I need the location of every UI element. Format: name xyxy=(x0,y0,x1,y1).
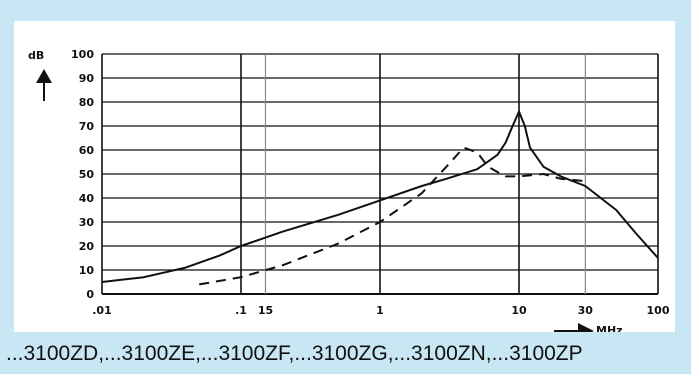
tick-labels: 0 10 20 30 40 50 60 70 80 90 100 .01 .1 15 1 10 30 100 xyxy=(71,48,670,317)
y-axis-unit-label: dB xyxy=(28,49,44,62)
x-tick-label-0: .01 xyxy=(92,304,112,317)
x-tick-label-5: 30 xyxy=(578,304,594,317)
series-line-dashed xyxy=(199,146,586,286)
x-tick-label-3: 1 xyxy=(376,304,384,317)
y-tick-label-90: 90 xyxy=(79,72,95,85)
y-tick-label-30: 30 xyxy=(79,216,95,229)
x-tick-label-2: 15 xyxy=(258,304,273,317)
y-tick-label-100: 100 xyxy=(71,48,94,61)
x-tick-label-1: .1 xyxy=(235,304,247,317)
noise-attenuation-chart: 0 10 20 30 40 50 60 70 80 90 100 .01 .1 15 1 10 30 100 dB… xyxy=(28,48,670,332)
x-tick-label-4: 10 xyxy=(511,304,527,317)
model-numbers-caption: ...3100ZD,...3100ZE,...3100ZF,...3100ZG,… xyxy=(6,342,583,365)
y-tick-label-10: 10 xyxy=(79,264,95,277)
grid xyxy=(101,53,659,295)
series-line-solid xyxy=(101,110,659,283)
y-tick-label-20: 20 xyxy=(79,240,95,253)
y-tick-label-50: 50 xyxy=(79,168,95,181)
y-tick-label-40: 40 xyxy=(79,192,95,205)
x-tick-label-6: 100 xyxy=(647,304,670,317)
y-tick-label-70: 70 xyxy=(79,120,95,133)
chart-panel: 0 10 20 30 40 50 60 70 80 90 100 .01 .1 15 1 10 30 100 dB… xyxy=(14,21,675,332)
y-tick-label-60: 60 xyxy=(79,144,95,157)
series-layer xyxy=(101,110,659,286)
y-tick-label-80: 80 xyxy=(79,96,95,109)
axis-units: dB MHz xyxy=(28,49,623,332)
y-tick-label-0: 0 xyxy=(86,288,94,301)
x-axis-unit-label: MHz xyxy=(596,324,623,332)
